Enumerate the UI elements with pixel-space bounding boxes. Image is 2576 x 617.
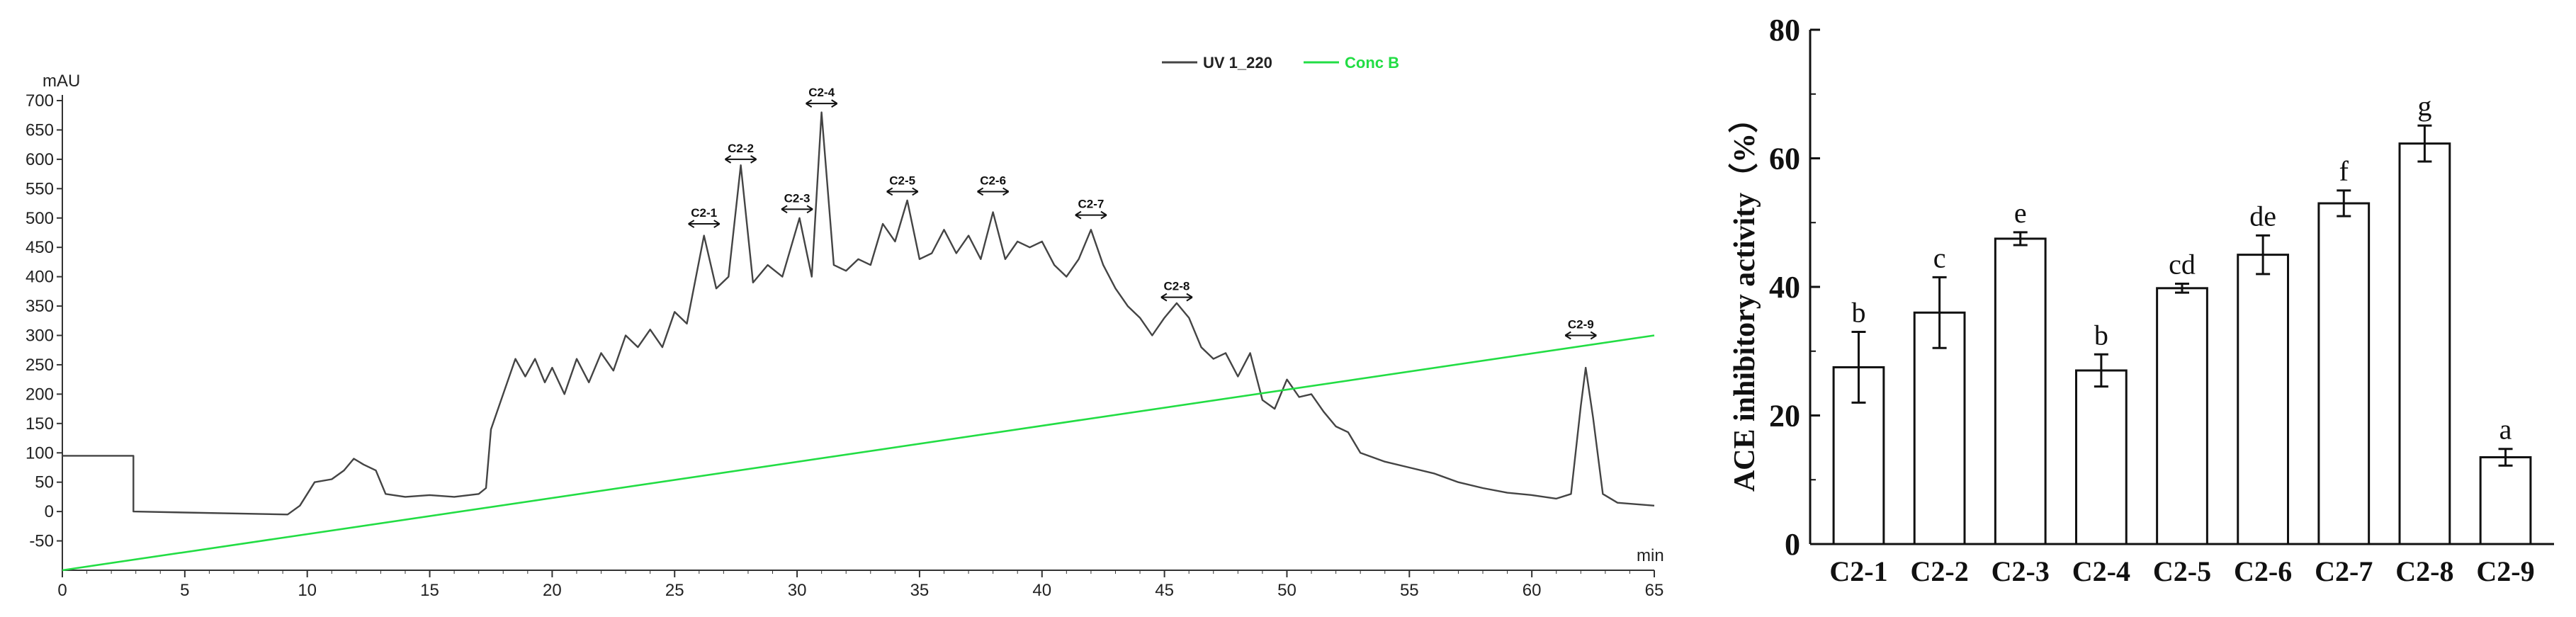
legend-label-uv: UV 1_220 [1203,54,1272,72]
chromatogram-axes: -500501001502002503003504004505005506006… [26,91,1663,600]
fraction-arrowheads [1564,331,1597,340]
fraction-label: C2-5 [889,174,915,187]
bar [2074,369,2128,545]
fraction-arrowheads [1075,210,1107,220]
x-tick-label: 40 [1032,581,1051,600]
fraction-label: C2-3 [784,191,810,205]
fraction-arrowheads [977,187,1010,196]
significance-letter: g [2417,90,2431,122]
bar-category-label: C2-6 [2234,555,2292,587]
bar [2156,287,2208,545]
y-tick-label: 250 [26,356,54,375]
y-tick-label: 450 [26,238,54,257]
bar-y-tick-label: 80 [1769,13,1800,47]
y-tick-label: 350 [26,297,54,316]
bar-category-label: C2-8 [2395,555,2453,587]
y-tick-label: 0 [45,502,54,521]
bar-category-label: C2-9 [2476,555,2534,587]
bar [2237,254,2290,545]
y-tick-label: 50 [35,473,54,492]
x-axis-unit: min [1637,546,1664,565]
fraction-arrowheads [1160,293,1193,302]
y-axis-unit: mAU [43,72,80,91]
fraction-label: C2-4 [808,86,835,99]
uv-trace-line [62,111,1655,516]
x-tick-label: 35 [910,581,930,600]
bar-y-tick-label: 40 [1769,270,1800,305]
y-tick-label: -50 [29,532,54,551]
y-tick-label: 400 [26,268,54,287]
bar-series: b C2-1 c C2-2 e C2-3 b C2-4 cd C2-5 de C2-6 f C2-7 g C2… [1829,90,2534,587]
fraction-arrowheads [725,155,757,164]
y-tick-label: 550 [26,179,54,198]
x-tick-label: 30 [788,581,807,600]
ace-activity-bar-chart: 0 20 40 60 80 b C2-1 c C2-2 e C2-3 b C2-4 cd C2-5 de C2… [1728,13,2554,587]
significance-letter: a [2499,414,2512,446]
bar-category-label: C2-4 [2072,555,2130,587]
significance-letter: e [2014,197,2027,229]
significance-letter: f [2339,155,2349,187]
x-tick-label: 50 [1277,581,1297,600]
fraction-arrowheads [886,187,919,196]
fraction-label: C2-9 [1568,318,1594,332]
x-tick-label: 20 [543,581,562,600]
fraction-arrowheads [781,205,813,214]
x-tick-label: 25 [665,581,684,600]
x-tick-label: 5 [180,581,189,600]
fraction-markers: C2-1 C2-2 C2-3 C2-4 C2-5 C2-6 C2-7 C2-8 C2-9 [688,86,1597,340]
bar [2479,455,2532,545]
x-tick-label: 0 [57,581,67,600]
bar-category-label: C2-1 [1829,555,1887,587]
bar-category-label: C2-2 [1910,555,1968,587]
bar [2398,142,2451,545]
y-tick-label: 200 [26,385,54,404]
significance-letter: cd [2169,248,2196,280]
bar-category-label: C2-7 [2315,555,2373,587]
y-tick-label: 600 [26,150,54,169]
bar-category-label: C2-5 [2153,555,2211,587]
legend-label-conc: Conc B [1345,54,1399,72]
x-tick-label: 45 [1155,581,1174,600]
fraction-label: C2-2 [728,142,754,155]
bar-y-axis-label: ACE inhibitory activity（%） [1728,103,1761,492]
fraction-arrowheads [688,220,721,228]
x-tick-label: 65 [1645,581,1664,600]
bar [1994,237,2047,545]
x-tick-label: 60 [1523,581,1542,600]
conc-b-line [62,334,1655,572]
bar-y-tick-label: 60 [1769,142,1800,176]
x-tick-label: 10 [298,581,317,600]
bar-y-tick-label: 0 [1785,527,1800,562]
significance-letter: de [2249,200,2276,232]
chromatogram-series [62,111,1655,572]
x-tick-label: 15 [420,581,439,600]
bar-y-tick-label: 20 [1769,399,1800,434]
y-tick-label: 700 [26,91,54,111]
bar [2317,202,2371,545]
y-tick-label: 500 [26,209,54,228]
bar [1913,311,1966,545]
fraction-label: C2-6 [980,174,1006,187]
fraction-label: C2-1 [691,206,717,220]
y-tick-label: 650 [26,120,54,140]
y-tick-label: 150 [26,414,54,434]
fraction-label: C2-8 [1163,280,1190,293]
significance-letter: b [2094,319,2108,351]
chromatogram-chart: -500501001502002503003504004505005506006… [26,54,1664,600]
fraction-label: C2-7 [1078,198,1104,211]
chromatogram-legend: UV 1_220 Conc B [1162,54,1399,72]
y-tick-label: 300 [26,327,54,346]
significance-letter: b [1851,297,1865,329]
bar-category-label: C2-3 [1992,555,2050,587]
fraction-arrowheads [806,99,838,108]
y-tick-label: 100 [26,443,54,463]
x-tick-label: 55 [1400,581,1419,600]
significance-letter: c [1933,242,1946,273]
